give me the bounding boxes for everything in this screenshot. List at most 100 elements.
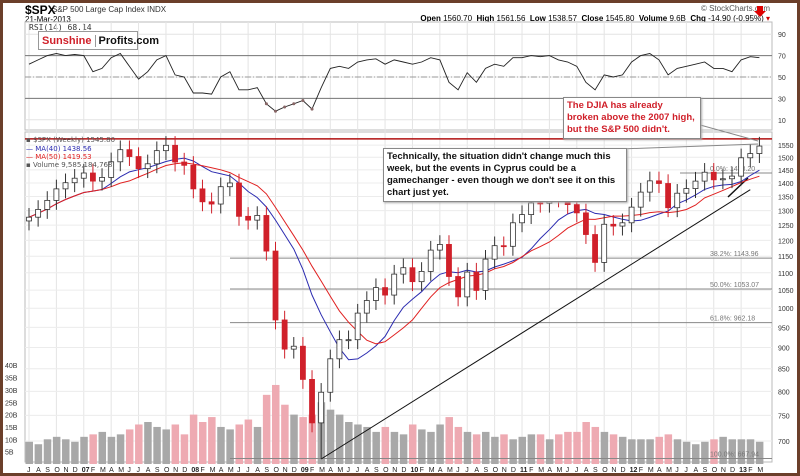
low-value: 1538.57 [548, 14, 578, 23]
month-label: J [137, 467, 141, 474]
price-tick-label: 1100 [778, 271, 793, 278]
candle-body [99, 177, 105, 182]
volume-bar [518, 436, 527, 464]
volume-bar [573, 431, 581, 464]
rsi-tick-label: 90 [778, 32, 786, 39]
month-label: A [438, 467, 443, 474]
volume-bar [646, 439, 654, 464]
candle-body [436, 244, 443, 251]
candle-body [473, 271, 480, 291]
symbol-name: S&P 500 Large Cap Index INDX [52, 5, 167, 14]
candle-body [573, 204, 580, 214]
legend-price-text: $SPX (Weekly) 1545.80 [32, 136, 116, 144]
candle-body [692, 180, 699, 190]
month-label: A [693, 467, 698, 474]
price-tick-label: 1550 [778, 143, 794, 150]
volume-bar [89, 434, 97, 464]
price-tick-label: 1400 [778, 181, 794, 188]
candle-body [190, 164, 197, 190]
legend-price: ▪ $SPX (Weekly) 1545.80 [26, 136, 116, 144]
month-label: M [429, 467, 435, 474]
volume-bar [144, 422, 152, 464]
candle-body [226, 182, 233, 188]
candle-body [281, 319, 288, 350]
candle-body [373, 287, 379, 301]
volume-bar [746, 439, 755, 464]
volume-bar [62, 439, 70, 464]
month-label: 12 [630, 467, 638, 474]
candle-body [163, 144, 169, 152]
volume-bar [262, 394, 271, 464]
candle-body [236, 182, 242, 217]
volume-bar [682, 441, 691, 464]
volume-bar [363, 426, 371, 464]
fibonacci-label: 61.8%: 962.18 [710, 316, 755, 323]
candle-body [44, 199, 51, 210]
volume-tick-label: 20B [5, 413, 18, 420]
volume-tick-label: 10B [5, 437, 18, 444]
month-label: A [36, 467, 41, 474]
month-label: A [109, 467, 114, 474]
month-label: J [237, 467, 241, 474]
month-label: F [639, 467, 643, 474]
candle-body [610, 223, 617, 227]
volume-tick-label: 40B [5, 363, 18, 370]
candle-body [35, 209, 42, 218]
month-label: O [164, 467, 170, 474]
candle-body [455, 276, 462, 298]
legend-ma40: — MA(40) 1438.56 [26, 145, 92, 153]
month-label: F [91, 467, 95, 474]
volume-bar [472, 434, 481, 464]
month-label: 10 [410, 467, 418, 474]
month-label: M [648, 467, 654, 474]
rsi-oversold-mark [264, 102, 268, 106]
volume-bar [308, 414, 317, 464]
price-tick-label: 1450 [778, 168, 794, 175]
candle-body [719, 178, 726, 181]
volume-bar [208, 417, 216, 464]
price-tick-label: 800 [778, 389, 790, 396]
rsi-tick-label: 50 [778, 75, 786, 82]
candle-body [299, 345, 306, 380]
month-label: J [566, 467, 570, 474]
volume-bar [299, 417, 307, 464]
month-label: 08 [191, 467, 199, 474]
volume-bar [153, 426, 161, 464]
rsi-panel [24, 21, 773, 131]
chart-date: 21-Mar-2013 [25, 15, 71, 24]
candle-body [756, 145, 763, 154]
volume-bar [354, 424, 362, 464]
month-label: M [100, 467, 106, 474]
volume-bar [290, 414, 298, 464]
month-label: N [502, 467, 507, 474]
candle-body [583, 212, 589, 235]
month-label: J [127, 467, 130, 474]
rsi-oversold-mark [274, 109, 278, 113]
month-label: A [255, 467, 260, 474]
volume-bar [710, 439, 718, 464]
open-value: 1560.70 [443, 14, 473, 23]
candle-body [153, 150, 160, 165]
month-label: N [64, 467, 69, 474]
candle-body [747, 153, 754, 159]
volume-bar [107, 436, 116, 464]
price-panel [24, 131, 773, 463]
price-tick-label: 1250 [778, 223, 794, 230]
month-label: M [757, 467, 763, 474]
volume-bar [418, 429, 426, 464]
rsi-oversold-mark [283, 105, 287, 109]
month-label: A [365, 467, 370, 474]
candle-body [181, 161, 188, 166]
volume-bar [217, 426, 225, 464]
volume-bar [536, 434, 545, 464]
volume-bar [116, 434, 125, 464]
month-label: A [146, 467, 151, 474]
candle-body [217, 186, 224, 205]
callout-pointer [692, 122, 759, 142]
month-label: O [54, 467, 60, 474]
price-tick-label: 850 [778, 367, 790, 374]
price-tick-label: 950 [778, 325, 790, 332]
price-tick-label: 1000 [778, 306, 794, 313]
candle-body [656, 180, 662, 184]
